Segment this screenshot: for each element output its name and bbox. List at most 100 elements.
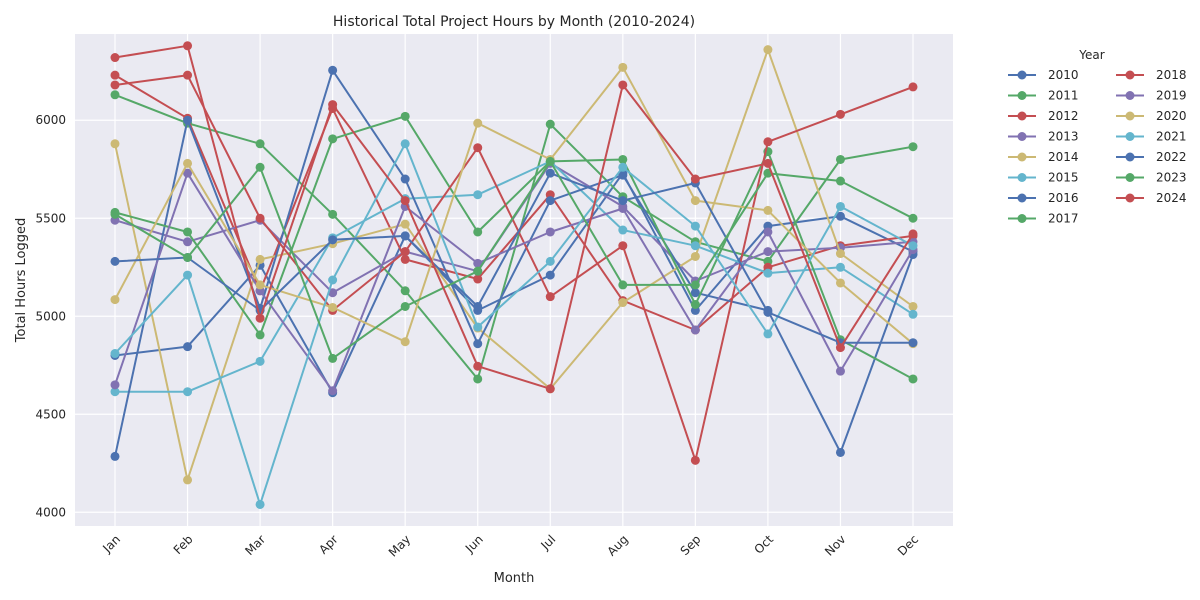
data-point bbox=[110, 70, 120, 80]
data-point bbox=[400, 231, 410, 241]
legend-item: 2019 bbox=[1116, 89, 1187, 103]
data-point bbox=[328, 209, 338, 219]
legend-item: 2013 bbox=[1008, 130, 1079, 144]
legend-marker bbox=[1017, 132, 1027, 141]
data-point bbox=[618, 170, 628, 180]
legend-label: 2021 bbox=[1156, 130, 1187, 144]
data-point bbox=[328, 353, 338, 363]
legend-marker bbox=[1017, 111, 1027, 121]
legend-item: 2012 bbox=[1008, 109, 1079, 123]
data-point bbox=[255, 213, 265, 223]
data-point bbox=[690, 241, 700, 251]
data-point bbox=[110, 295, 120, 305]
legend-item: 2018 bbox=[1116, 68, 1187, 82]
data-point bbox=[618, 203, 628, 213]
data-point bbox=[255, 254, 265, 264]
legend-marker bbox=[1125, 173, 1135, 182]
legend-item: 2017 bbox=[1008, 212, 1079, 226]
legend-marker bbox=[1125, 70, 1135, 80]
data-point bbox=[328, 386, 338, 396]
data-point bbox=[618, 162, 628, 172]
data-point bbox=[400, 247, 410, 257]
data-point bbox=[545, 168, 555, 178]
data-point bbox=[110, 256, 120, 266]
data-point bbox=[908, 338, 918, 348]
legend-label: 2015 bbox=[1048, 171, 1079, 185]
chart-title: Historical Total Project Hours by Month … bbox=[333, 14, 695, 30]
data-point bbox=[545, 270, 555, 280]
legend-label: 2022 bbox=[1156, 150, 1187, 164]
data-point bbox=[473, 266, 483, 276]
legend: Year 2010 2011 2012 2013 2014 2015 2016 2017 201… bbox=[1008, 48, 1187, 226]
data-point bbox=[690, 174, 700, 184]
data-point bbox=[690, 251, 700, 261]
data-point bbox=[618, 280, 628, 290]
data-point bbox=[835, 154, 845, 164]
series-group bbox=[110, 41, 918, 509]
series-2023 bbox=[110, 156, 918, 363]
data-point bbox=[473, 118, 483, 128]
y-tick-label: 6000 bbox=[35, 113, 66, 127]
legend-item: 2016 bbox=[1008, 191, 1079, 205]
data-point bbox=[473, 143, 483, 153]
data-point bbox=[183, 41, 193, 51]
data-point bbox=[545, 256, 555, 266]
data-point bbox=[183, 387, 193, 397]
data-point bbox=[835, 262, 845, 272]
data-point bbox=[328, 275, 338, 285]
data-point bbox=[908, 309, 918, 319]
data-point bbox=[690, 196, 700, 206]
legend-marker bbox=[1017, 70, 1027, 80]
data-point bbox=[328, 65, 338, 75]
legend-marker bbox=[1017, 193, 1027, 203]
series-line bbox=[115, 160, 914, 393]
legend-label: 2012 bbox=[1048, 109, 1079, 123]
data-point bbox=[690, 221, 700, 231]
data-point bbox=[473, 361, 483, 371]
data-point bbox=[835, 366, 845, 376]
data-point bbox=[618, 154, 628, 164]
y-tick-label: 5000 bbox=[35, 309, 66, 323]
data-point bbox=[763, 137, 773, 147]
data-point bbox=[400, 254, 410, 264]
data-point bbox=[183, 237, 193, 247]
data-point bbox=[183, 252, 193, 262]
data-point bbox=[183, 168, 193, 178]
y-tick-label: 5500 bbox=[35, 211, 66, 225]
data-point bbox=[763, 205, 773, 215]
legend-item: 2011 bbox=[1008, 89, 1079, 103]
data-point bbox=[545, 196, 555, 206]
legend-label: 2020 bbox=[1156, 109, 1187, 123]
data-point bbox=[183, 115, 193, 125]
data-point bbox=[328, 235, 338, 245]
legend-label: 2024 bbox=[1156, 191, 1187, 205]
data-point bbox=[400, 301, 410, 311]
data-point bbox=[473, 339, 483, 349]
data-point bbox=[400, 174, 410, 184]
data-point bbox=[110, 209, 120, 219]
data-point bbox=[545, 156, 555, 166]
legend-label: 2017 bbox=[1048, 212, 1079, 226]
data-point bbox=[618, 196, 628, 206]
data-point bbox=[618, 298, 628, 308]
series-line bbox=[114, 160, 914, 360]
data-point bbox=[690, 325, 700, 335]
series-line bbox=[114, 142, 914, 506]
data-point bbox=[110, 139, 120, 149]
x-tick-label: May bbox=[386, 532, 413, 559]
y-tick-label: 4500 bbox=[35, 407, 66, 421]
legend-item: 2023 bbox=[1116, 171, 1187, 185]
data-point bbox=[473, 374, 483, 384]
data-point bbox=[110, 90, 120, 100]
data-point bbox=[473, 190, 483, 200]
data-point bbox=[255, 162, 265, 172]
legend-marker bbox=[1017, 91, 1027, 100]
series-line bbox=[114, 74, 914, 462]
data-point bbox=[255, 356, 265, 366]
data-point bbox=[690, 288, 700, 298]
data-point bbox=[400, 111, 410, 121]
data-point bbox=[908, 229, 918, 239]
legend-item: 2015 bbox=[1008, 171, 1079, 185]
x-axis-label: Month bbox=[494, 571, 535, 586]
